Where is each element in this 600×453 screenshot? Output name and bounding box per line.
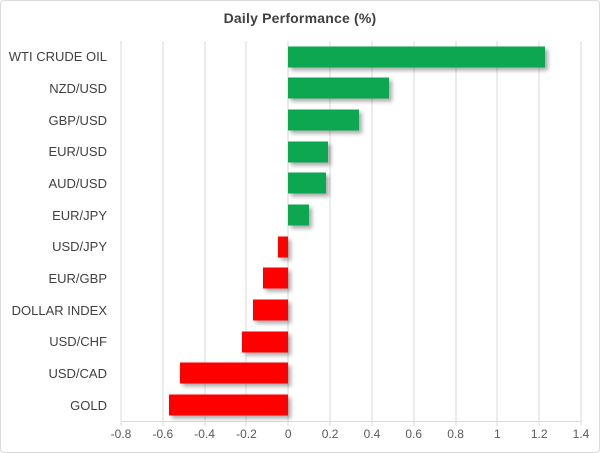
bar-aud-usd — [288, 172, 326, 194]
category-label: GBP/USD — [48, 112, 107, 128]
bar-usd-jpy — [277, 236, 289, 258]
gridline — [413, 41, 415, 426]
x-tick-label: 0.4 — [363, 427, 381, 441]
gridline — [287, 41, 289, 426]
bar-eur-jpy — [288, 204, 310, 226]
bar-row — [121, 73, 581, 105]
bar-eur-usd — [288, 141, 328, 163]
gridline — [496, 41, 498, 426]
gridline — [580, 41, 582, 426]
gridline — [120, 41, 122, 426]
category-label: AUD/USD — [48, 176, 107, 192]
bar-row — [121, 358, 581, 390]
gridline — [162, 41, 164, 426]
x-tick-label: 0 — [284, 427, 292, 441]
bar-dollar-index — [252, 299, 289, 321]
gridline — [204, 41, 206, 426]
bar-row — [121, 231, 581, 263]
bar-usd-chf — [242, 331, 289, 353]
x-tick-label: 0.2 — [321, 427, 339, 441]
bar-eur-gbp — [263, 267, 289, 289]
gridline — [455, 41, 457, 426]
plot-area — [120, 41, 582, 426]
gridline — [371, 41, 373, 426]
x-tick-label: 1.4 — [572, 427, 590, 441]
bar-wti-crude-oil — [288, 46, 546, 68]
x-tick-label: -0.8 — [110, 427, 132, 441]
category-axis: WTI CRUDE OIL NZD/USD GBP/USD EUR/USD AUD/US… — [1, 41, 107, 421]
category-label: EUR/GBP — [48, 271, 107, 287]
category-label: DOLLAR INDEX — [11, 302, 107, 318]
bar-row — [121, 104, 581, 136]
bar-row — [121, 41, 581, 73]
gridline — [245, 41, 247, 426]
bar-gold — [169, 394, 289, 416]
x-tick-label: 0.6 — [405, 427, 423, 441]
chart-title: Daily Performance (%) — [223, 10, 377, 26]
gridline — [538, 41, 540, 426]
value-axis: -0.8 -0.6 -0.4 -0.2 0 0.2 0.4 0.6 0.8 1 1.2 1.4 — [111, 427, 590, 447]
bar-row — [121, 389, 581, 421]
bar-row — [121, 199, 581, 231]
bar-row — [121, 326, 581, 358]
category-label: EUR/USD — [48, 144, 107, 160]
category-label: USD/JPY — [52, 239, 107, 255]
bar-row — [121, 136, 581, 168]
bar-gbp-usd — [288, 109, 360, 131]
category-label: EUR/JPY — [52, 207, 107, 223]
x-tick-label: -0.6 — [152, 427, 174, 441]
x-tick-label: 1 — [494, 427, 501, 441]
category-label: USD/CHF — [49, 334, 107, 350]
x-tick-label: 1.2 — [530, 427, 548, 441]
bar-row — [121, 168, 581, 200]
bar-row — [121, 263, 581, 295]
x-tick-label: 0.8 — [447, 427, 464, 441]
category-label: USD/CAD — [48, 366, 107, 382]
x-tick-label: -0.4 — [194, 427, 215, 441]
bar-nzd-usd — [288, 77, 389, 99]
category-label: WTI CRUDE OIL — [8, 49, 107, 65]
bar-usd-cad — [179, 362, 289, 384]
category-label: GOLD — [70, 397, 107, 413]
x-tick-label: -0.2 — [236, 427, 257, 441]
gridline — [329, 41, 331, 426]
category-label: NZD/USD — [49, 81, 107, 96]
bar-row — [121, 294, 581, 326]
